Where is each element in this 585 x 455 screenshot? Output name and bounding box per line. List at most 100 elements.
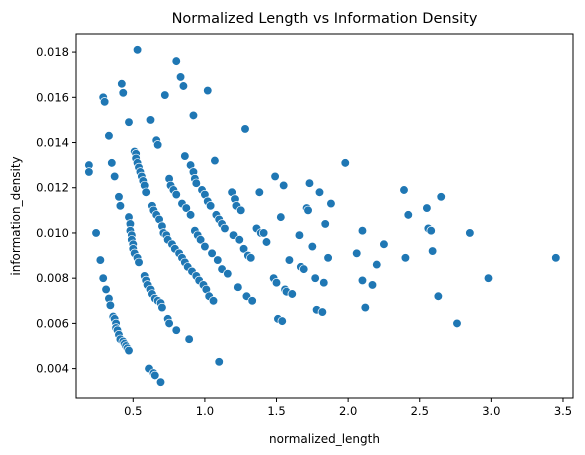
data-point	[98, 273, 108, 283]
data-point	[357, 275, 368, 286]
data-point	[277, 316, 287, 326]
y-tick-label: 0.016	[36, 90, 69, 104]
data-point	[203, 85, 213, 96]
data-point	[236, 205, 246, 215]
y-axis-label: information_density	[9, 156, 23, 275]
data-point	[319, 278, 329, 288]
data-point	[320, 219, 330, 229]
data-point	[114, 192, 124, 202]
x-tick-label: 2.5	[411, 404, 429, 418]
data-point	[155, 377, 166, 387]
data-point	[223, 269, 233, 279]
x-tick-label: 1.5	[267, 404, 285, 418]
data-point	[426, 226, 436, 236]
x-tick-label: 2.0	[339, 404, 357, 418]
data-point	[181, 203, 191, 213]
x-tick-label: 3.5	[554, 404, 572, 418]
data-point	[105, 300, 116, 310]
data-point	[185, 210, 196, 220]
data-point	[247, 296, 257, 306]
data-point	[379, 239, 389, 249]
data-point	[422, 203, 432, 213]
data-point	[207, 248, 217, 258]
data-point	[317, 307, 328, 317]
data-point	[184, 334, 194, 344]
data-point	[117, 79, 127, 89]
y-tick-label: 0.006	[36, 316, 69, 330]
data-point	[99, 97, 110, 107]
data-point	[303, 205, 313, 215]
data-point	[195, 235, 206, 245]
data-point	[171, 189, 181, 200]
plot-area-frame	[75, 33, 574, 399]
data-point	[240, 124, 250, 134]
data-point	[115, 201, 126, 211]
y-tick-label: 0.010	[36, 226, 69, 240]
data-point	[178, 81, 189, 91]
data-point	[188, 110, 199, 121]
data-point	[175, 72, 186, 82]
data-point	[299, 264, 309, 274]
data-point	[314, 187, 325, 197]
data-point	[150, 370, 160, 381]
data-point	[208, 296, 219, 306]
data-point	[200, 241, 210, 252]
data-point	[124, 345, 134, 356]
data-point	[191, 178, 201, 188]
chart-title: Normalized Length vs Information Density	[172, 11, 478, 27]
data-point	[246, 253, 256, 263]
x-tick-label: 3.0	[482, 404, 500, 418]
data-point	[234, 235, 244, 245]
data-point	[124, 117, 134, 127]
data-point	[326, 198, 336, 209]
data-point	[233, 282, 243, 292]
data-point	[214, 357, 224, 367]
data-point	[157, 302, 167, 313]
data-point	[403, 210, 413, 220]
data-point	[213, 255, 223, 265]
x-tick-label: 1.0	[196, 404, 214, 418]
data-point	[261, 237, 272, 247]
data-point	[323, 253, 333, 263]
data-point	[287, 289, 297, 299]
data-point	[310, 273, 320, 283]
data-point	[357, 226, 368, 236]
data-point	[340, 158, 350, 168]
data-point	[91, 228, 101, 238]
data-point	[294, 230, 305, 240]
data-points	[84, 45, 561, 387]
data-point	[145, 115, 156, 125]
data-point	[101, 284, 111, 295]
data-point	[220, 223, 230, 234]
data-point	[210, 155, 220, 166]
data-point	[436, 192, 446, 202]
x-axis: 0.5 1.0 1.5 2.0 2.5 3.0 3.5	[124, 398, 572, 418]
data-point	[465, 228, 475, 238]
data-point	[258, 228, 269, 238]
data-point	[372, 259, 382, 270]
data-point	[271, 278, 282, 288]
data-point	[304, 178, 315, 188]
data-point	[152, 140, 163, 150]
data-point	[307, 241, 317, 252]
data-point	[427, 246, 438, 256]
data-point	[284, 255, 295, 265]
data-point	[171, 325, 181, 335]
data-point	[95, 255, 105, 265]
data-point	[270, 171, 280, 182]
data-point	[180, 151, 190, 161]
data-point	[399, 185, 409, 195]
y-tick-label: 0.018	[36, 45, 69, 59]
data-point	[171, 56, 181, 66]
y-axis: 0.004 0.006 0.008 0.010 0.012 0.014 0.016 0.018	[36, 45, 76, 376]
data-point	[254, 187, 264, 197]
data-point	[107, 158, 117, 168]
data-point	[141, 187, 151, 197]
data-point	[134, 257, 144, 267]
data-point	[352, 248, 362, 258]
data-point	[360, 302, 370, 313]
data-point	[104, 131, 114, 141]
y-tick-label: 0.004	[36, 362, 69, 376]
data-point	[118, 88, 128, 98]
